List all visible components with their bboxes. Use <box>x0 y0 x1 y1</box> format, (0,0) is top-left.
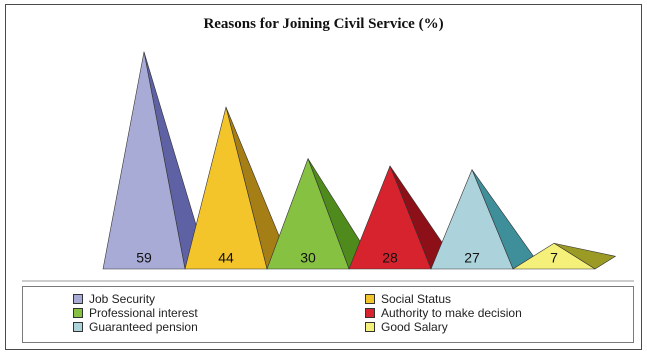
legend-swatch <box>73 307 83 318</box>
data-label-social-status: 44 <box>218 250 234 266</box>
legend-label: Authority to make decision <box>381 305 522 320</box>
legend-item-good-salary: Good Salary <box>365 319 448 334</box>
legend-swatch <box>73 293 83 304</box>
pyramid-bar-authority-to-make-decision <box>348 165 432 270</box>
pyramid-bar-guaranteed-pension <box>430 169 514 270</box>
legend-label: Good Salary <box>381 319 448 334</box>
data-label-good-salary: 7 <box>550 250 558 266</box>
legend-label: Professional interest <box>89 305 198 320</box>
legend-label: Guaranteed pension <box>89 319 198 334</box>
legend-swatch <box>73 321 83 332</box>
legend-swatch <box>365 321 375 332</box>
legend-item-job-security: Job Security <box>73 291 156 306</box>
pyramid-bar-good-salary <box>512 242 596 270</box>
data-label-authority-to-make-decision: 28 <box>382 250 398 266</box>
chart-title: Reasons for Joining Civil Service (%) <box>203 16 444 32</box>
pyramid-bar-job-security <box>102 51 186 270</box>
data-label-professional-interest: 30 <box>300 250 316 266</box>
pyramid-bar-social-status <box>184 106 268 270</box>
legend-item-professional-interest: Professional interest <box>73 305 198 320</box>
legend-swatch <box>365 293 375 304</box>
pyramid-bar-professional-interest <box>266 158 350 270</box>
data-label-job-security: 59 <box>136 250 152 266</box>
legend-item-social-status: Social Status <box>365 291 452 306</box>
legend-swatch <box>365 307 375 318</box>
legend-item-authority-to-make-decision: Authority to make decision <box>365 305 522 320</box>
data-label-guaranteed-pension: 27 <box>464 250 480 266</box>
chart-legend: Job Security Social Status Professional in… <box>22 286 634 343</box>
legend-label: Job Security <box>89 291 156 306</box>
chart-marks: 59 44 30 28 27 7 <box>102 51 616 270</box>
legend-label: Social Status <box>381 291 452 306</box>
legend-item-guaranteed-pension: Guaranteed pension <box>73 319 198 334</box>
